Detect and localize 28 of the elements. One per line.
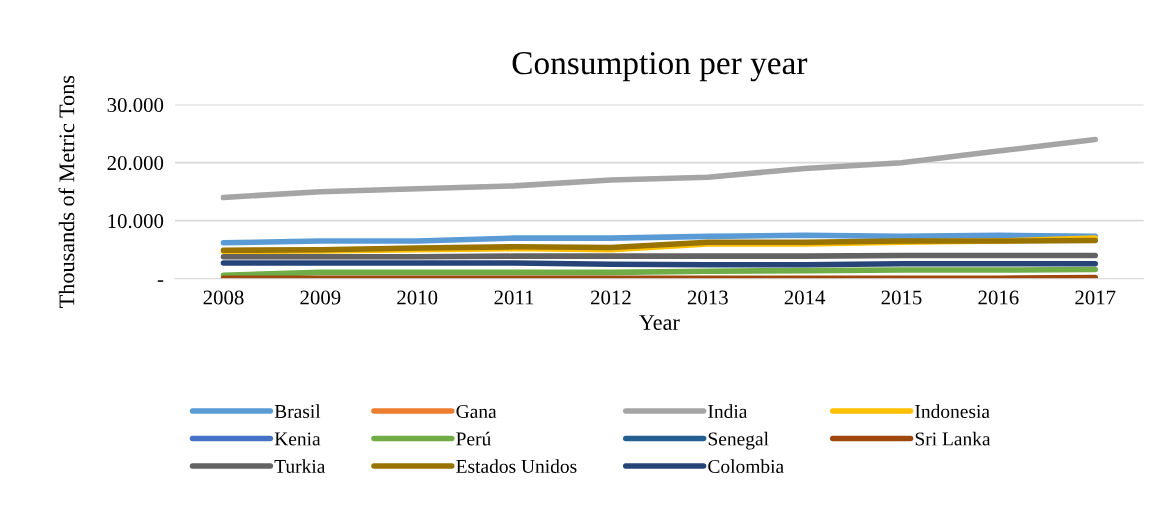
legend-label: Gana [456,404,497,419]
legend-label: Kenia [274,432,321,446]
legend-label: Turkia [274,459,326,473]
y-tick-label: 20.000 [107,156,164,171]
x-tick-label: 2012 [591,290,631,305]
legend-label: India [708,404,748,419]
legend-label: Indonesia [915,404,990,419]
legend-label: Estados Unidos [456,459,577,473]
legend-label: Brasil [274,404,321,419]
y-tick-label: 30.000 [107,97,164,113]
y-tick-label: 10.000 [108,214,164,229]
legend-label: Senegal [708,431,769,450]
y-tick-label: - [157,280,164,282]
x-tick-label: 2011 [494,290,534,305]
x-tick-label: 2015 [881,290,922,305]
x-tick-label: 2014 [784,290,826,305]
x-tick-label: 2008 [203,290,244,305]
y-axis-title: Thousands of Metric Tons [58,75,75,308]
legend-label: Perú [456,431,491,446]
legend-label: Sri Lanka [915,431,991,446]
x-tick-label: 2010 [397,290,438,305]
x-tick-label: 2016 [978,290,1019,305]
x-tick-label: 2013 [687,290,728,305]
x-tick-label: 2009 [300,290,341,305]
x-axis-title: Year [639,315,680,330]
legend-label: Colombia [708,459,784,474]
chart-title: Consumption per year [512,51,808,82]
x-tick-label: 2017 [1075,290,1116,305]
